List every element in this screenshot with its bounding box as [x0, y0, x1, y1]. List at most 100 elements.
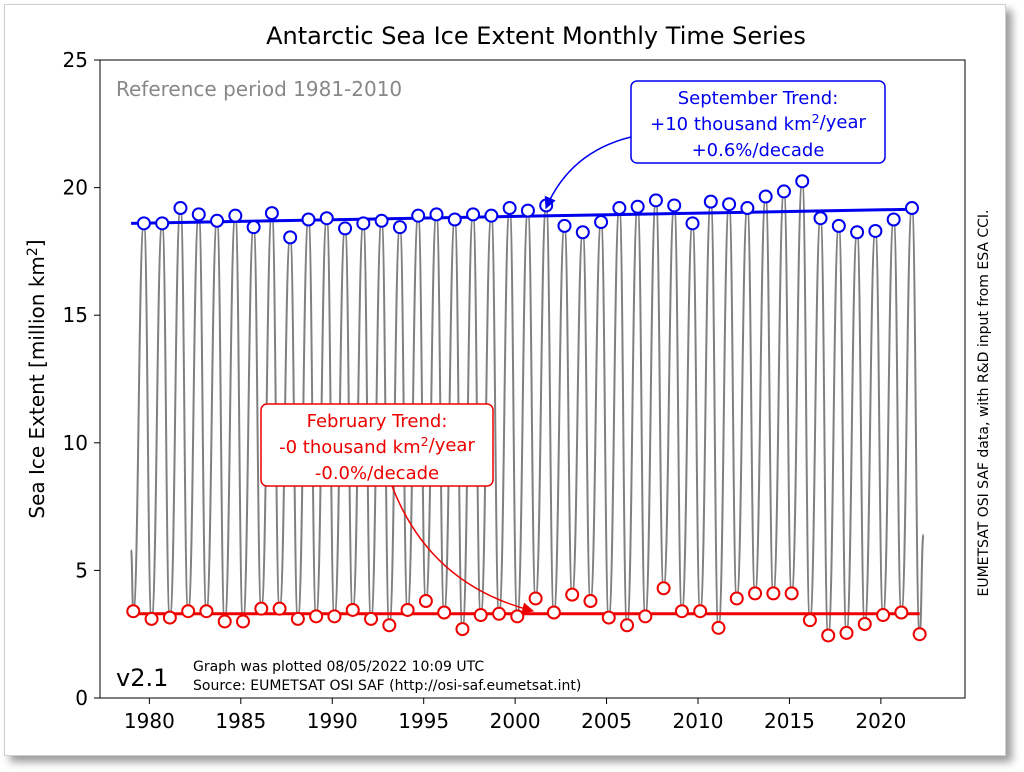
september-marker	[429, 207, 444, 222]
plot-border	[99, 59, 966, 699]
credit-plotted: Graph was plotted 08/05/2022 10:09 UTC	[193, 659, 484, 675]
september-marker	[173, 201, 188, 216]
september-marker	[594, 215, 609, 230]
september-marker	[228, 208, 243, 223]
february-marker	[821, 628, 836, 643]
x-tick-label: 1985	[215, 709, 266, 733]
february-marker	[437, 605, 452, 620]
february-marker	[601, 610, 616, 625]
september-marker	[447, 212, 462, 227]
february-marker	[382, 618, 397, 633]
february-marker	[327, 609, 342, 624]
september-marker	[722, 197, 737, 212]
february-callout-line-3: -0.0%/decade	[315, 463, 439, 484]
february-marker	[729, 591, 744, 606]
february-marker	[857, 616, 872, 631]
september-marker	[301, 212, 316, 227]
x-tick-label: 2015	[764, 709, 815, 733]
september-marker	[886, 212, 901, 227]
september-marker	[630, 199, 645, 214]
february-marker	[455, 622, 470, 637]
side-note: EUMETSAT OSI SAF data, with R&D input fr…	[976, 209, 992, 596]
february-marker	[309, 609, 324, 624]
monthly-extent-line	[130, 180, 925, 637]
september-callout-arrow	[544, 136, 632, 210]
y-tick-label: 25	[63, 48, 88, 72]
september-marker	[338, 221, 353, 236]
september-marker	[612, 201, 627, 216]
february-marker	[364, 611, 379, 626]
september-marker	[557, 218, 572, 233]
february-marker	[912, 627, 927, 642]
february-marker	[272, 601, 287, 616]
september-marker	[374, 213, 389, 228]
february-marker	[638, 609, 653, 624]
february-callout-line-1: February Trend:	[307, 411, 448, 432]
x-tick-label: 1980	[124, 709, 175, 733]
february-marker	[565, 587, 580, 602]
february-marker	[546, 605, 561, 620]
february-marker	[217, 614, 232, 629]
september-marker	[392, 220, 407, 235]
september-trend-line	[131, 207, 912, 225]
february-callout-line-2: -0 thousand km2/year	[279, 434, 475, 458]
february-marker	[674, 604, 689, 619]
september-marker	[703, 194, 718, 209]
september-marker	[740, 201, 755, 216]
february-marker	[894, 605, 909, 620]
february-callout: February Trend: -0 thousand km2/year -0.…	[260, 403, 535, 615]
february-marker	[236, 614, 251, 629]
february-marker	[345, 602, 360, 617]
february-marker	[748, 586, 763, 601]
september-callout-line-3: +0.6%/decade	[692, 140, 825, 161]
february-marker	[199, 604, 214, 619]
september-marker	[685, 216, 700, 231]
february-marker	[162, 610, 177, 625]
september-marker	[411, 208, 426, 223]
y-tick-label: 15	[63, 303, 88, 327]
february-callout-arrow	[391, 485, 535, 615]
y-tick-label: 20	[63, 176, 88, 200]
february-marker	[583, 594, 598, 609]
september-marker	[776, 184, 791, 199]
february-marker	[766, 586, 781, 601]
september-marker	[210, 213, 225, 228]
y-tick-label: 10	[63, 431, 88, 455]
september-marker	[831, 218, 846, 233]
y-axis-label: Sea Ice Extent [million km2]	[23, 239, 49, 518]
september-marker	[264, 206, 279, 221]
february-marker	[528, 591, 543, 606]
reference-note: Reference period 1981-2010	[116, 77, 402, 101]
x-tick-label: 2020	[855, 709, 906, 733]
september-marker	[813, 211, 828, 226]
september-marker	[850, 225, 865, 240]
february-marker	[693, 604, 708, 619]
february-marker	[802, 613, 817, 628]
september-callout-line-2: +10 thousand km2/year	[650, 111, 866, 135]
february-marker	[711, 620, 726, 635]
september-marker	[904, 201, 919, 216]
september-callout-box	[630, 80, 886, 164]
february-callout-box	[260, 403, 494, 487]
september-marker	[484, 208, 499, 223]
version-label: v2.1	[116, 664, 168, 692]
february-marker	[876, 608, 891, 623]
february-marker	[510, 609, 525, 624]
february-marker	[418, 594, 433, 609]
september-marker	[648, 193, 663, 208]
september-marker	[502, 201, 517, 216]
x-tick-label: 2000	[490, 709, 541, 733]
september-marker	[319, 211, 334, 226]
february-marker	[656, 581, 671, 596]
february-marker	[784, 586, 799, 601]
september-marker	[246, 220, 261, 235]
february-marker	[126, 604, 141, 619]
plot-area: 1980 1985 1990 1995 2000 2005 2010 2015 20200510…	[63, 48, 927, 733]
september-callout-line-1: September Trend:	[678, 88, 839, 109]
x-tick-label: 1990	[307, 709, 358, 733]
february-marker	[290, 611, 305, 626]
september-marker	[466, 207, 481, 222]
september-marker	[539, 198, 554, 213]
february-marker	[492, 606, 507, 621]
february-marker	[254, 601, 269, 616]
